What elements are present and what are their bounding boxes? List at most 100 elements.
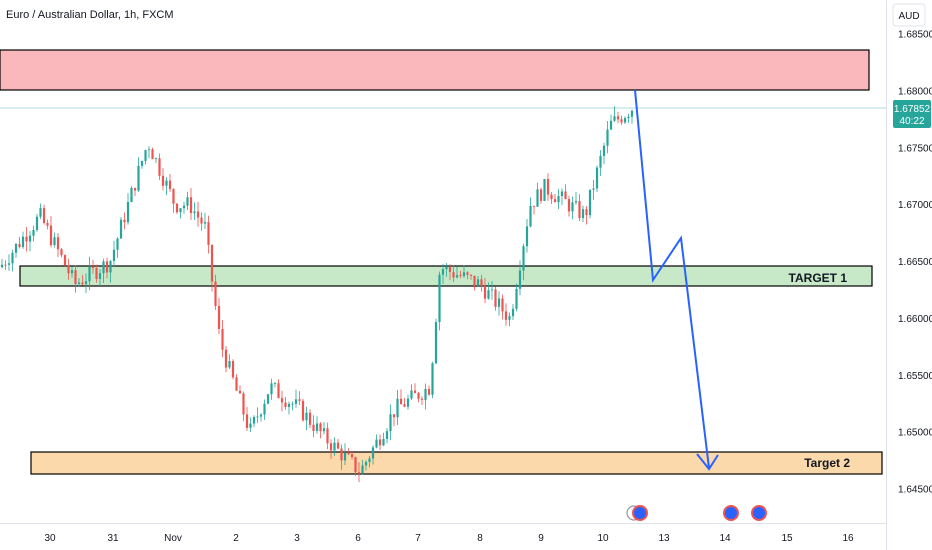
candle-body [35,216,39,230]
candle-body [224,349,228,368]
x-tick-label: 9 [538,533,544,544]
candle-body [410,390,413,399]
candle-body [371,447,375,459]
candle-body [518,270,522,289]
candle-body [123,219,126,223]
candle-body [357,472,361,474]
candles-group [0,106,634,483]
candle-body [438,274,441,323]
candle-body [4,264,7,266]
candle-body [445,266,448,270]
currency-button[interactable] [892,3,926,27]
candle-body [595,167,599,189]
candle-body [403,404,406,407]
candle-body [571,202,574,212]
candle-body [186,197,189,206]
candle-body [284,402,287,407]
target1-label: TARGET 1 [789,271,848,285]
candle-body [133,187,137,191]
event-markers[interactable] [626,505,767,521]
y-tick-label: 1.67000 [898,200,932,211]
candle-body [228,361,231,368]
target2-zone[interactable] [30,451,883,475]
x-tick-label: 10 [597,533,609,544]
candle-body [623,118,627,123]
candle-body [252,417,256,424]
candle-body [560,191,564,196]
candle-body [525,226,529,247]
candle-body [74,270,77,285]
candle-body [588,189,592,216]
candle-body [382,438,385,446]
price-badge-value: 1.67852 [894,104,931,115]
x-tick-label: 14 [719,533,731,544]
candle-body [200,217,203,224]
flag-eu-icon[interactable] [751,505,767,521]
candle-body [109,261,112,273]
candle-body [487,290,490,299]
candle-body [126,202,130,223]
candle-body [424,388,427,400]
candle-body [102,261,105,274]
candle-body [602,145,606,156]
candle-body [207,222,210,245]
x-tick-label: 7 [415,533,421,544]
candle-body [42,208,46,223]
candle-body [130,187,133,203]
candle-body [0,264,4,268]
chart-title: Euro / Australian Dollar, 1h, FXCM [6,9,174,21]
candle-body [298,399,301,401]
candle-body [91,266,95,269]
candle-body [585,209,588,216]
flag-au-icon[interactable] [723,505,739,521]
candle-body [280,398,284,403]
candle-body [448,266,452,273]
candle-body [238,390,242,394]
candle-body [56,237,60,250]
candle-body [434,322,438,364]
y-tick-label: 1.64500 [898,485,932,496]
candle-body [620,119,623,123]
x-tick-label: Nov [164,533,182,544]
candle-body [203,222,207,224]
candle-body [11,252,14,264]
projection-path[interactable] [634,89,710,469]
candle-body [231,361,235,378]
candle-body [385,431,389,439]
candle-body [67,265,70,274]
target2-label: Target 2 [804,456,850,470]
x-tick-label: 13 [658,533,670,544]
candle-body [490,289,494,291]
x-axis: 30 31 Nov 2 3 6 7 8 9 10 13 14 15 16 [44,533,854,544]
candle-body [529,205,532,227]
candle-body [179,208,182,213]
candle-body [483,286,487,299]
resistance-zone[interactable] [0,49,870,91]
candle-body [333,442,336,451]
candle-body [473,275,476,286]
flag-eu-icon[interactable] [632,505,648,521]
candle-body [60,249,63,256]
candle-body [161,175,165,186]
candle-body [599,155,602,168]
candle-body [497,298,501,307]
x-tick-label: 30 [44,533,56,544]
candle-body [494,289,497,307]
x-tick-label: 6 [355,533,361,544]
candle-body [389,414,392,432]
candle-body [315,423,319,431]
candle-body [291,403,294,405]
candle-body [263,403,266,415]
candle-body [574,201,578,203]
candle-body [613,116,616,121]
candle-body [28,235,32,242]
candle-body [221,328,224,350]
candle-body [175,203,179,213]
candle-body [476,279,480,286]
candle-body [368,458,371,462]
candle-body [354,457,357,473]
candle-body [32,229,35,236]
candle-body [84,281,88,285]
candle-body [235,377,238,391]
